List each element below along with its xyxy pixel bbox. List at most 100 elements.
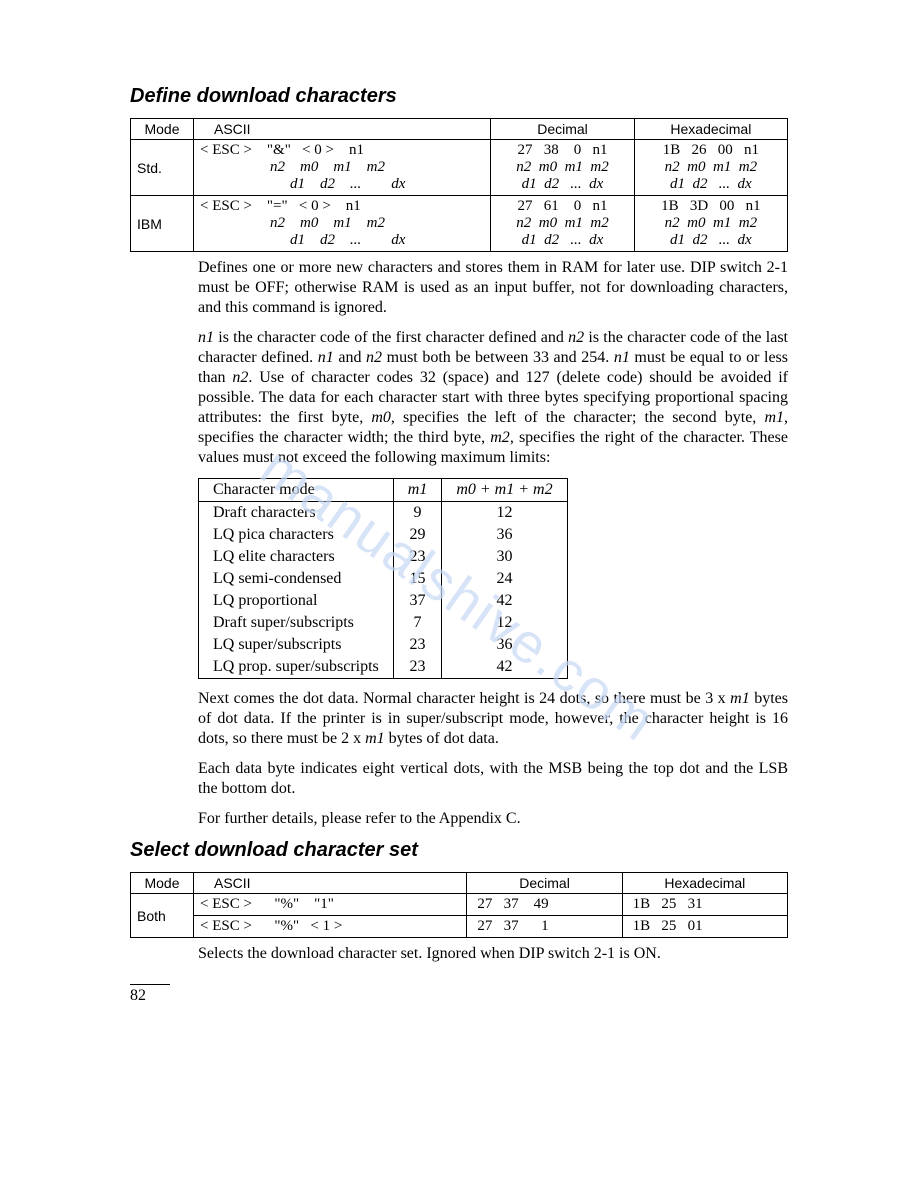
c: 15 bbox=[393, 568, 442, 590]
t: d1 d2 ... dx bbox=[290, 232, 405, 248]
c: LQ elite characters bbox=[199, 546, 394, 568]
section-heading-select: Select download character set bbox=[130, 839, 788, 862]
hex-both-2: 1B 25 01 bbox=[622, 916, 787, 938]
c: LQ semi-condensed bbox=[199, 568, 394, 590]
t: n2 m0 m1 m2 bbox=[270, 159, 385, 175]
c: 23 bbox=[393, 634, 442, 656]
define-commands-table: Mode ASCII Decimal Hexadecimal Std. < ES… bbox=[130, 118, 788, 252]
row-std: Std. < ESC > "&" < 0 > n1 n2 m0 m1 m2 d1… bbox=[131, 140, 788, 196]
ascii-ibm: < ESC > "=" < 0 > n1 n2 m0 m1 m2 d1 d2 .… bbox=[194, 196, 491, 252]
ascii-both-1: < ESC > "%" "1" bbox=[194, 894, 467, 916]
c: 23 bbox=[393, 546, 442, 568]
limits-row: Draft characters912 bbox=[199, 502, 568, 525]
t: n2 m0 m1 m2 bbox=[516, 215, 609, 231]
para-n1n2: n1 is the character code of the first ch… bbox=[198, 328, 788, 468]
c: 12 bbox=[442, 612, 567, 634]
para-defines: Defines one or more new characters and s… bbox=[198, 258, 788, 318]
c: 30 bbox=[442, 546, 567, 568]
t: n2 m0 m1 m2 bbox=[665, 215, 758, 231]
limits-row: LQ super/subscripts2336 bbox=[199, 634, 568, 656]
col-mode: Mode bbox=[131, 119, 194, 140]
t: d1 d2 ... dx bbox=[670, 232, 752, 248]
mode-std: Std. bbox=[131, 140, 194, 196]
t: 27 61 0 n1 bbox=[517, 198, 607, 214]
c: LQ pica characters bbox=[199, 524, 394, 546]
t: 27 38 0 n1 bbox=[517, 142, 607, 158]
c: Draft characters bbox=[199, 502, 394, 525]
para-appendix: For further details, please refer to the… bbox=[198, 809, 788, 829]
t: m2 bbox=[490, 429, 510, 446]
t: n2 bbox=[568, 329, 584, 346]
t: and bbox=[334, 349, 366, 366]
t: bytes of dot data. bbox=[385, 730, 499, 747]
t: m0 + m1 + m2 bbox=[456, 481, 552, 498]
t: n1 bbox=[614, 349, 630, 366]
dec-both-1: 27 37 49 bbox=[467, 894, 622, 916]
limits-h2: m0 + m1 + m2 bbox=[442, 479, 567, 502]
dec-both-2: 27 37 1 bbox=[467, 916, 622, 938]
c: 36 bbox=[442, 524, 567, 546]
c: LQ super/subscripts bbox=[199, 634, 394, 656]
t: n1 bbox=[318, 349, 334, 366]
t: m1 bbox=[408, 481, 428, 498]
ascii-std: < ESC > "&" < 0 > n1 n2 m0 m1 m2 d1 d2 .… bbox=[194, 140, 491, 196]
t: , specifies the left of the character; t… bbox=[391, 409, 765, 426]
col-hex2: Hexadecimal bbox=[622, 873, 787, 894]
t: must both be between 33 and 254. bbox=[382, 349, 614, 366]
para-selects: Selects the download character set. Igno… bbox=[198, 944, 788, 964]
limits-table: Character mode m1 m0 + m1 + m2 Draft cha… bbox=[198, 478, 568, 679]
page-content: Define download characters Mode ASCII De… bbox=[0, 0, 918, 1045]
c: 9 bbox=[393, 502, 442, 525]
limits-row: LQ prop. super/subscripts2342 bbox=[199, 656, 568, 679]
t: d1 d2 ... dx bbox=[522, 232, 604, 248]
c: 42 bbox=[442, 656, 567, 679]
t: d1 d2 ... dx bbox=[290, 176, 405, 192]
t: 1B 26 00 n1 bbox=[663, 142, 759, 158]
t: d1 d2 ... dx bbox=[522, 176, 604, 192]
t: 1B 3D 00 n1 bbox=[661, 198, 761, 214]
t: < ESC > "=" < 0 > n1 bbox=[200, 198, 361, 214]
t: n2 m0 m1 m2 bbox=[516, 159, 609, 175]
limits-row: LQ proportional3742 bbox=[199, 590, 568, 612]
c: 29 bbox=[393, 524, 442, 546]
c: 12 bbox=[442, 502, 567, 525]
limits-h1: m1 bbox=[393, 479, 442, 502]
c: 37 bbox=[393, 590, 442, 612]
row-both-2: < ESC > "%" < 1 > 27 37 1 1B 25 01 bbox=[131, 916, 788, 938]
t: n2 m0 m1 m2 bbox=[270, 215, 385, 231]
section-heading-define: Define download characters bbox=[130, 85, 788, 108]
t: m1 bbox=[764, 409, 784, 426]
t: n2 m0 m1 m2 bbox=[665, 159, 758, 175]
select-commands-table: Mode ASCII Decimal Hexadecimal Both < ES… bbox=[130, 872, 788, 938]
t: n2 bbox=[366, 349, 382, 366]
col-ascii2: ASCII bbox=[194, 873, 467, 894]
c: LQ prop. super/subscripts bbox=[199, 656, 394, 679]
c: 42 bbox=[442, 590, 567, 612]
dec-std: 27 38 0 n1 n2 m0 m1 m2 d1 d2 ... dx bbox=[491, 140, 635, 196]
c: 7 bbox=[393, 612, 442, 634]
limits-row: LQ elite characters2330 bbox=[199, 546, 568, 568]
ascii-both-2: < ESC > "%" < 1 > bbox=[194, 916, 467, 938]
t: m0 bbox=[371, 409, 391, 426]
t: m1 bbox=[730, 690, 750, 707]
c: Draft super/subscripts bbox=[199, 612, 394, 634]
t: < ESC > "&" < 0 > n1 bbox=[200, 142, 364, 158]
mode-ibm: IBM bbox=[131, 196, 194, 252]
limits-row: LQ semi-condensed1524 bbox=[199, 568, 568, 590]
t: n2 bbox=[232, 369, 248, 386]
dec-ibm: 27 61 0 n1 n2 m0 m1 m2 d1 d2 ... dx bbox=[491, 196, 635, 252]
page-number: 82 bbox=[130, 984, 170, 1005]
para-dotdata: Next comes the dot data. Normal characte… bbox=[198, 689, 788, 749]
hex-both-1: 1B 25 31 bbox=[622, 894, 787, 916]
row-both-1: Both < ESC > "%" "1" 27 37 49 1B 25 31 bbox=[131, 894, 788, 916]
t: Next comes the dot data. Normal characte… bbox=[198, 690, 730, 707]
c: LQ proportional bbox=[199, 590, 394, 612]
hex-std: 1B 26 00 n1 n2 m0 m1 m2 d1 d2 ... dx bbox=[634, 140, 787, 196]
para-databyte: Each data byte indicates eight vertical … bbox=[198, 759, 788, 799]
t: n1 bbox=[198, 329, 214, 346]
mode-both: Both bbox=[131, 894, 194, 938]
col-decimal: Decimal bbox=[491, 119, 635, 140]
col-ascii: ASCII bbox=[194, 119, 491, 140]
col-mode2: Mode bbox=[131, 873, 194, 894]
t: is the character code of the first chara… bbox=[214, 329, 568, 346]
